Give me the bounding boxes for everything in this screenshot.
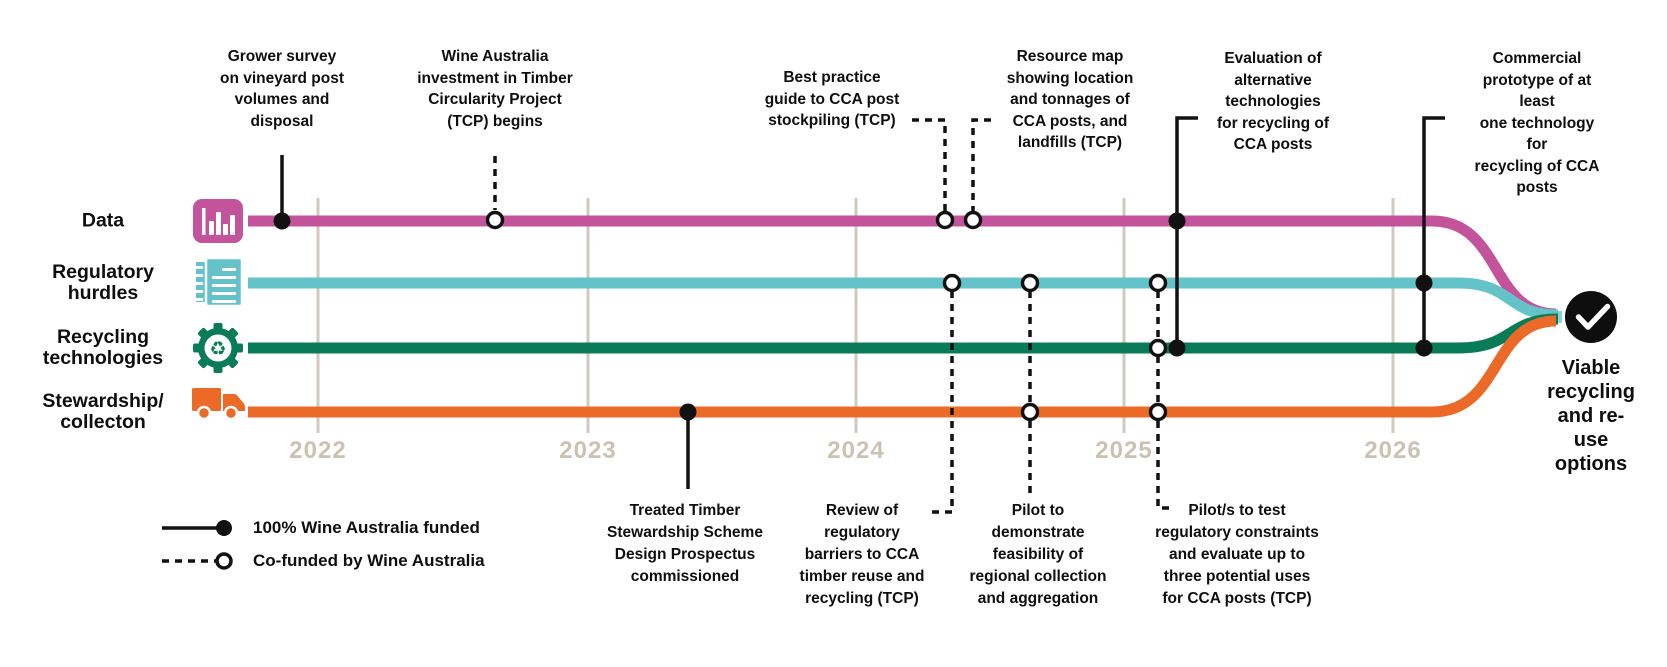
leader-review-regulatory-barriers bbox=[931, 291, 954, 514]
year-label-2024: 2024 bbox=[827, 437, 885, 464]
checkmark-icon bbox=[1565, 291, 1617, 343]
annotation-pilot-regional-collection: Pilot to demonstrate feasibility of regi… bbox=[969, 502, 1107, 607]
annotation-pilots-test-constraints: Pilot/s to test regulatory constraints a… bbox=[1155, 502, 1319, 607]
track-line-regulatory-hurdles bbox=[248, 277, 1559, 321]
annotation-treated-timber-prospectus: Treated Timber Stewardship Scheme Design… bbox=[607, 502, 763, 585]
outcome-label: Viable recycling and re-use options bbox=[1547, 357, 1635, 475]
annotation-evaluation-alt-tech: Evaluation of alternative technologies f… bbox=[1217, 50, 1329, 153]
track-label-stewardship-collection: Stewardship/ collecton bbox=[42, 390, 164, 433]
year-label-2025: 2025 bbox=[1095, 437, 1153, 464]
leader-evaluation-alt-technologies bbox=[1175, 116, 1198, 348]
legend-label-cofunded: Co-funded by Wine Australia bbox=[253, 551, 485, 570]
funded-dots bbox=[216, 212, 1433, 536]
year-label-2022: 2022 bbox=[289, 437, 347, 464]
track-line-recycling-technologies bbox=[248, 313, 1559, 354]
annotation-tcp-begins: Wine Australia investment in Timber Circ… bbox=[417, 48, 573, 130]
annotation-review-regulatory-barriers: Review of regulatory barriers to CCA tim… bbox=[799, 502, 925, 607]
track-label-regulatory-hurdles: Regulatory hurdles bbox=[52, 261, 154, 304]
annotation-grower-survey: Grower survey on vineyard post volumes a… bbox=[219, 48, 345, 130]
leader-resource-map bbox=[971, 118, 991, 212]
leader-commercial-prototype bbox=[1422, 116, 1445, 348]
leader-pilots-test-constraints bbox=[1156, 291, 1171, 510]
legend-label-fully-funded: 100% Wine Australia funded bbox=[253, 518, 480, 537]
year-label-2023: 2023 bbox=[559, 437, 617, 464]
track-label-recycling-technologies: Recycling technologies bbox=[42, 326, 164, 369]
bar-chart-icon bbox=[193, 199, 243, 243]
annotation-commercial-prototype: Commercial prototype of at least one tec… bbox=[1474, 50, 1600, 196]
leader-best-practice-guide bbox=[912, 118, 947, 212]
annotation-best-practice-guide: Best practice guide to CCA post stockpil… bbox=[764, 69, 900, 129]
track-line-data bbox=[248, 215, 1557, 320]
recycle-arrows: ♻ bbox=[209, 338, 226, 360]
track-label-data: Data bbox=[81, 209, 125, 232]
track-line-stewardship-collection bbox=[248, 315, 1557, 418]
annotation-resource-map: Resource map showing location and tonnag… bbox=[1006, 48, 1134, 151]
year-label-2026: 2026 bbox=[1364, 437, 1422, 464]
truck-icon bbox=[192, 388, 245, 421]
recycle-gear-icon: ♻ bbox=[193, 323, 243, 373]
cofunded-circles bbox=[215, 210, 1168, 570]
document-icon bbox=[192, 256, 244, 308]
year-gridlines bbox=[316, 198, 1395, 433]
